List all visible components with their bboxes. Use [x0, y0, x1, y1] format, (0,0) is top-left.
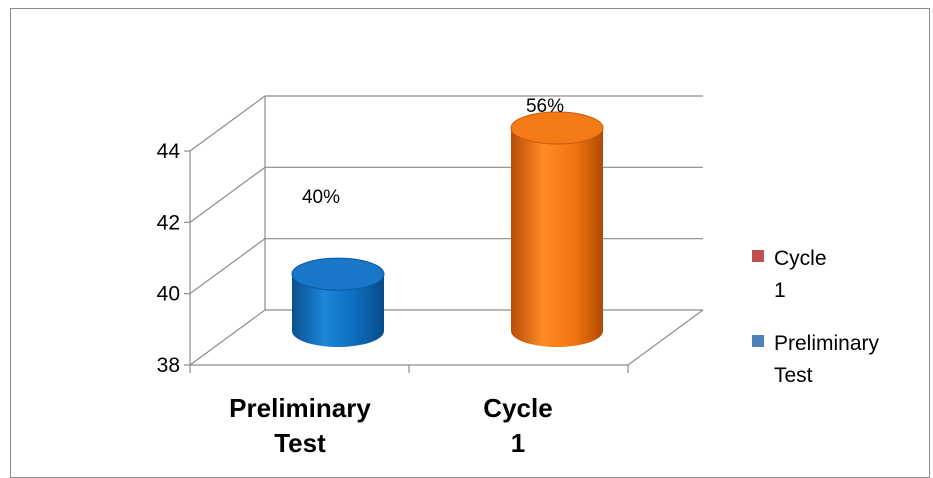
x-category-label: 1 [511, 428, 525, 458]
bar-preliminary-test [291, 257, 385, 347]
legend-label: 1 [774, 279, 786, 302]
x-category-label: Test [274, 428, 326, 458]
legend-label: Test [774, 364, 813, 387]
legend: Cycle 1 Preliminary Test [752, 247, 880, 387]
floor-right-edge [627, 309, 704, 366]
axes-layer: 38 40 42 44 [157, 95, 704, 377]
data-label: 56% [526, 96, 564, 117]
labels-layer: 40% 56% Preliminary Test Cycle 1 [229, 96, 564, 458]
legend-swatch [752, 335, 764, 347]
gridline-side [189, 166, 266, 223]
bar-cycle-1 [510, 111, 604, 347]
bars-layer [291, 111, 604, 347]
bar-body [292, 274, 384, 347]
gridline-side [189, 238, 266, 295]
bar-top [510, 111, 604, 145]
legend-label: Preliminary [774, 332, 880, 355]
y-tick-label: 42 [157, 211, 180, 234]
legend-swatch [752, 250, 764, 262]
y-tick-label: 40 [157, 283, 180, 306]
gridline-side [189, 309, 266, 366]
chart-svg: 38 40 42 44 40% 56% Preliminary Test Cycle 1 Cyc… [157, 95, 880, 458]
legend-label: Cycle [774, 247, 827, 270]
data-label: 40% [302, 187, 340, 208]
bar-top [291, 257, 385, 291]
x-category-label: Preliminary [229, 393, 371, 423]
bar-body [511, 128, 603, 347]
gridline-side [189, 95, 266, 152]
y-tick-label: 38 [157, 354, 180, 377]
x-category-label: Cycle [483, 393, 552, 423]
y-tick-label: 44 [157, 140, 181, 163]
